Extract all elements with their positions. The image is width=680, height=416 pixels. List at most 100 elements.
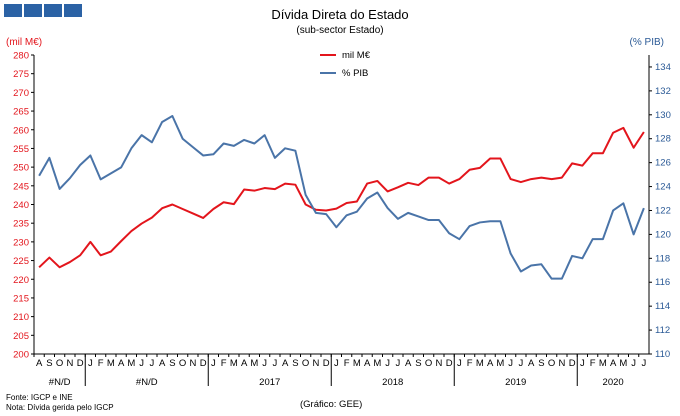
footer-source: Fonte: IGCP e INE xyxy=(6,393,73,402)
month-label: M xyxy=(619,358,627,369)
month-label: S xyxy=(415,358,421,369)
right-tick-label: 118 xyxy=(655,253,670,264)
month-label: N xyxy=(312,358,319,369)
month-label: N xyxy=(558,358,565,369)
left-tick-label: 230 xyxy=(13,237,29,248)
month-label: O xyxy=(302,358,309,369)
left-tick-label: 200 xyxy=(13,350,29,361)
month-label: F xyxy=(344,358,350,369)
right-tick-label: 120 xyxy=(655,229,671,240)
month-label: A xyxy=(364,358,371,369)
right-tick-label: 126 xyxy=(655,158,671,169)
year-label: #N/D xyxy=(49,377,71,388)
month-label: J xyxy=(150,358,155,369)
left-tick-label: 250 xyxy=(13,163,29,174)
logo-block xyxy=(44,4,62,17)
logo-block xyxy=(4,4,22,17)
month-label: N xyxy=(189,358,196,369)
month-label: J xyxy=(631,358,636,369)
month-label: J xyxy=(88,358,93,369)
month-label: D xyxy=(323,358,330,369)
left-tick-label: 275 xyxy=(13,69,29,80)
month-label: M xyxy=(250,358,258,369)
left-tick-label: 280 xyxy=(13,51,29,62)
month-label: F xyxy=(590,358,596,369)
month-label: A xyxy=(36,358,43,369)
year-label: 2020 xyxy=(603,377,624,388)
left-tick-label: 260 xyxy=(13,125,29,136)
legend: mil M€ % PIB xyxy=(320,50,371,79)
right-tick-label: 114 xyxy=(655,301,670,312)
month-label: F xyxy=(467,358,473,369)
month-label: S xyxy=(46,358,52,369)
left-tick-label: 245 xyxy=(13,181,29,192)
month-label: D xyxy=(200,358,207,369)
right-tick-label: 122 xyxy=(655,205,671,216)
year-label: #N/D xyxy=(136,377,158,388)
month-label: A xyxy=(118,358,125,369)
legend-label-pct-pib: % PIB xyxy=(342,68,368,79)
chart-title: Dívida Direta do Estado xyxy=(271,7,408,22)
month-label: D xyxy=(569,358,576,369)
footer-note: Nota: Dívida gerida pelo IGCP xyxy=(6,403,114,412)
series-line-mil-m xyxy=(38,126,645,269)
right-tick-label: 110 xyxy=(655,349,670,360)
left-tick-label: 215 xyxy=(13,293,29,304)
right-axis-label: (% PIB) xyxy=(630,37,664,48)
axes: 200 205 210 215 220 225 230 235 240 245 250 255 260 2… xyxy=(13,51,671,389)
month-label: J xyxy=(211,358,216,369)
month-label: J xyxy=(262,358,267,369)
series-line-pct-pib xyxy=(38,115,645,280)
right-tick-label: 112 xyxy=(655,325,670,336)
month-label: S xyxy=(292,358,298,369)
logo-block xyxy=(64,4,82,17)
month-label: J xyxy=(139,358,144,369)
month-label: A xyxy=(159,358,166,369)
month-label: O xyxy=(548,358,555,369)
logo-block xyxy=(24,4,42,17)
right-tick-label: 124 xyxy=(655,182,671,193)
month-label: J xyxy=(385,358,390,369)
month-label: F xyxy=(98,358,104,369)
left-tick-label: 240 xyxy=(13,200,29,211)
logo xyxy=(4,4,82,17)
left-tick-label: 210 xyxy=(13,312,29,323)
month-label: M xyxy=(496,358,504,369)
month-label: O xyxy=(425,358,432,369)
month-label: M xyxy=(107,358,115,369)
month-label: J xyxy=(508,358,513,369)
left-axis-label: (mil M€) xyxy=(6,37,42,48)
month-label: A xyxy=(241,358,248,369)
month-label: J xyxy=(457,358,462,369)
month-label: M xyxy=(353,358,361,369)
month-label: M xyxy=(127,358,135,369)
year-label: 2017 xyxy=(259,377,280,388)
month-label: S xyxy=(538,358,544,369)
right-tick-label: 134 xyxy=(655,62,671,73)
month-label: J xyxy=(519,358,524,369)
left-tick-label: 235 xyxy=(13,219,29,230)
left-tick-label: 220 xyxy=(13,275,29,286)
year-label: 2018 xyxy=(382,377,403,388)
month-label: F xyxy=(221,358,227,369)
month-label: A xyxy=(405,358,412,369)
month-label: J xyxy=(273,358,278,369)
right-tick-label: 116 xyxy=(655,277,670,288)
footer-credit: (Gráfico: GEE) xyxy=(300,399,362,410)
month-label: M xyxy=(476,358,484,369)
month-label: D xyxy=(77,358,84,369)
right-tick-label: 130 xyxy=(655,110,671,121)
month-label: J xyxy=(642,358,647,369)
year-label: 2019 xyxy=(505,377,526,388)
month-label: A xyxy=(282,358,289,369)
month-label: O xyxy=(179,358,186,369)
month-label: O xyxy=(56,358,63,369)
right-tick-label: 128 xyxy=(655,134,671,145)
left-tick-label: 205 xyxy=(13,331,29,342)
plot-area xyxy=(38,115,645,280)
month-label: N xyxy=(66,358,73,369)
month-label: S xyxy=(169,358,175,369)
month-label: A xyxy=(610,358,617,369)
month-label: J xyxy=(580,358,585,369)
